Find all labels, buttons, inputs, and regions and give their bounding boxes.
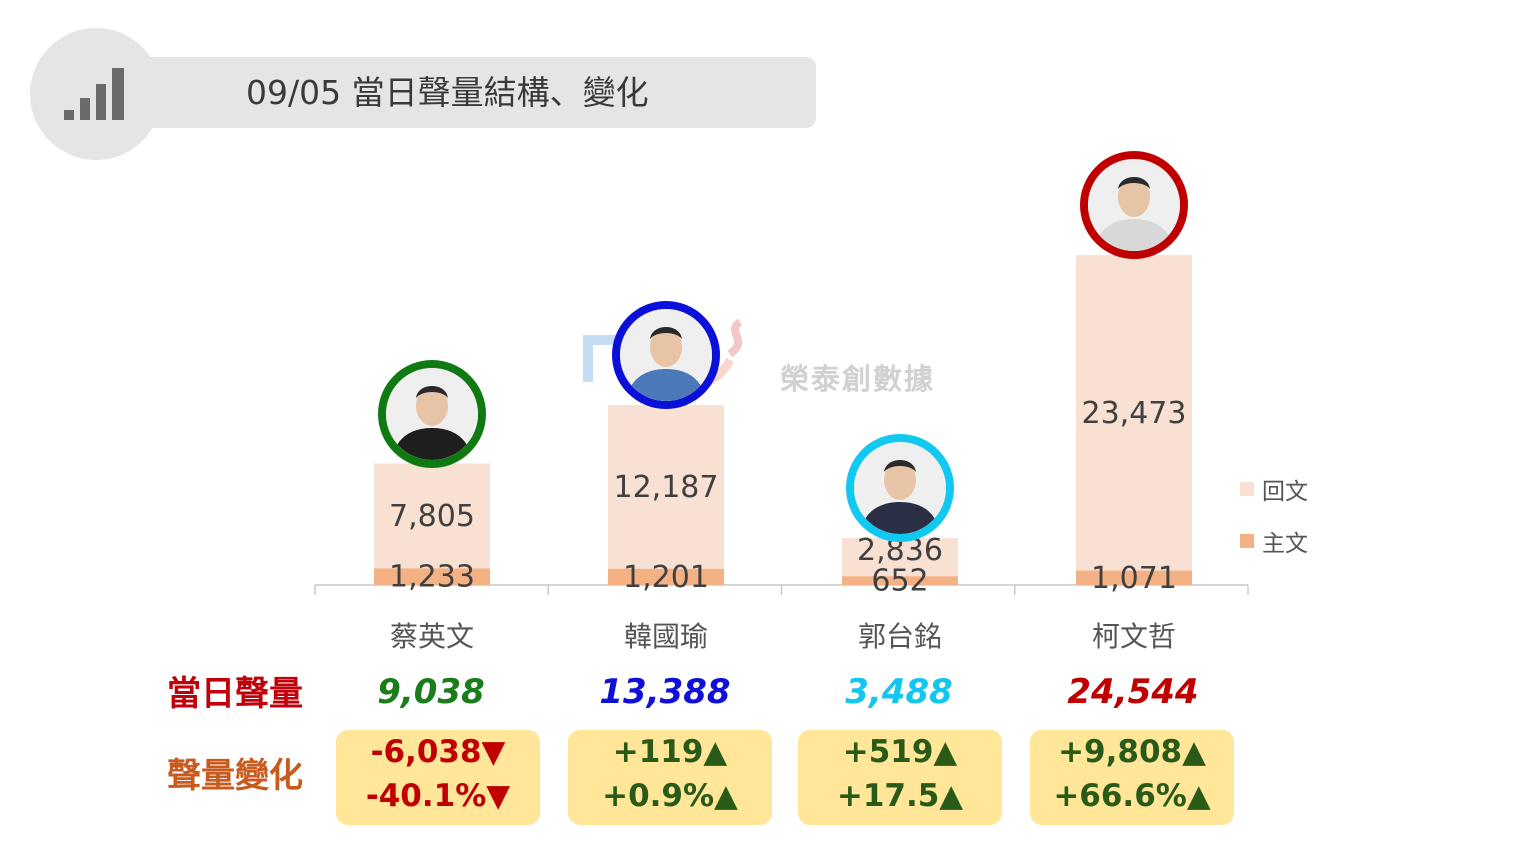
chart-legend: 回文 主文 (1240, 472, 1308, 576)
legend-label-reply: 回文 (1262, 479, 1308, 505)
bar-label-reply: 23,473 (1082, 396, 1187, 431)
bar-main (1076, 570, 1192, 585)
signal-bars-icon (64, 68, 124, 120)
volume-change-box: +119▲ +0.9%▲ (568, 730, 772, 825)
bar-reply (608, 405, 724, 569)
bar-reply (1076, 255, 1192, 571)
change-absolute: +119▲ (612, 734, 728, 770)
bar-label-main: 1,071 (1091, 561, 1177, 596)
change-percent: -40.1%▼ (365, 778, 511, 814)
change-percent: +17.5▲ (836, 778, 964, 814)
change-absolute: -6,038▼ (370, 734, 506, 770)
x-tick-label: 蔡英文 (390, 620, 474, 653)
daily-volume-value: 13,388 (599, 672, 731, 712)
daily-volume-value: 24,544 (1067, 672, 1199, 712)
bar-main (374, 568, 490, 585)
change-percent: +0.9%▲ (602, 778, 738, 814)
header-title-bar (90, 57, 816, 128)
change-absolute: +519▲ (842, 734, 958, 770)
x-tick-label: 郭台銘 (858, 620, 942, 653)
change-percent: +66.6%▲ (1053, 778, 1211, 814)
legend-swatch-reply (1240, 482, 1254, 496)
candidate-photo-avatar (612, 301, 720, 410)
bar-reply (842, 538, 958, 577)
change-absolute: +9,808▲ (1058, 734, 1206, 770)
bar-label-reply: 7,805 (389, 499, 475, 534)
legend-item-main: 主文 (1240, 524, 1308, 558)
legend-label-main: 主文 (1262, 531, 1308, 557)
volume-change-box: +9,808▲ +66.6%▲ (1030, 730, 1234, 825)
bar-reply (374, 463, 490, 569)
person-portrait-icon (620, 309, 712, 402)
volume-change-row-label: 聲量變化 (167, 756, 303, 796)
candidate-photo-avatar (378, 359, 486, 468)
volume-change-box: +519▲ +17.5▲ (798, 730, 1002, 825)
candidate-photo-avatar (1080, 151, 1188, 260)
x-tick-label: 韓國瑜 (624, 620, 708, 653)
candidate-photo-avatar (846, 434, 954, 543)
daily-volume-row-label: 當日聲量 (167, 674, 303, 714)
legend-item-reply: 回文 (1240, 472, 1308, 506)
daily-volume-value: 3,488 (845, 672, 953, 712)
page-title: 09/05 當日聲量結構、變化 (246, 73, 649, 112)
bar-label-main: 652 (871, 564, 928, 599)
daily-volume-value: 9,038 (377, 672, 485, 712)
volume-change-box: -6,038▼ -40.1%▼ (336, 730, 540, 825)
legend-swatch-main (1240, 534, 1254, 548)
person-portrait-icon (854, 442, 946, 535)
person-portrait-icon (1088, 159, 1180, 252)
x-tick-label: 柯文哲 (1092, 620, 1176, 653)
person-portrait-icon (386, 367, 478, 460)
bar-label-main: 1,233 (389, 560, 475, 595)
bar-main (842, 576, 958, 585)
bar-label-reply: 12,187 (614, 470, 719, 505)
bar-label-main: 1,201 (623, 560, 709, 595)
bar-main (608, 568, 724, 585)
